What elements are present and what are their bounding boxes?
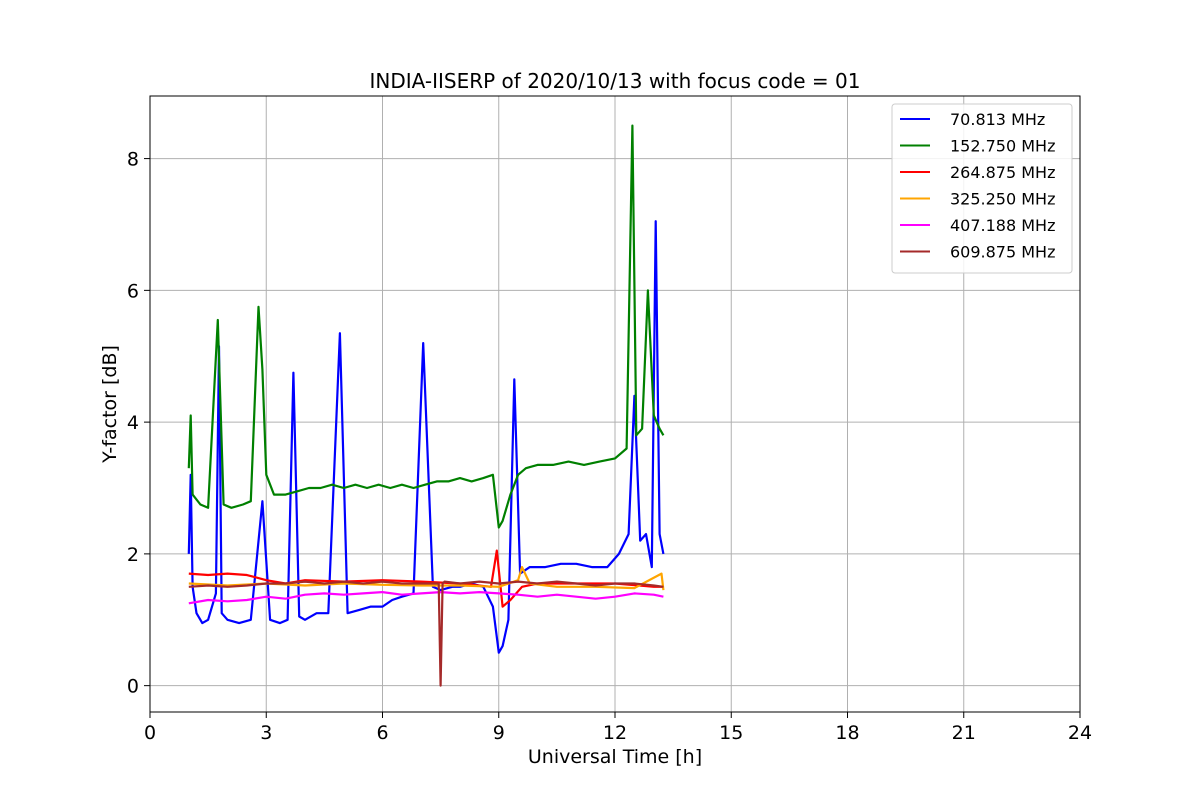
y-axis-label: Y-factor [dB] <box>99 345 121 464</box>
legend-entry: 152.750 MHz <box>950 137 1055 156</box>
x-tick-label: 21 <box>952 722 976 744</box>
y-tick-label: 4 <box>127 412 139 434</box>
x-tick-label: 6 <box>376 722 388 744</box>
series-line-5 <box>188 590 664 605</box>
y-tick-label: 8 <box>127 149 139 171</box>
x-tick-label: 18 <box>835 722 859 744</box>
x-tick-label: 12 <box>603 722 627 744</box>
series-line-6 <box>188 580 664 687</box>
legend-entry: 325.250 MHz <box>950 190 1055 209</box>
y-tick-label: 6 <box>127 280 139 302</box>
legend-box <box>891 103 1073 274</box>
series-line-4 <box>188 565 665 591</box>
legend-entry: 609.875 MHz <box>950 243 1055 262</box>
x-tick-label: 15 <box>719 722 743 744</box>
x-tick-label: 9 <box>493 722 505 744</box>
series-layer <box>187 124 665 687</box>
x-tick-label: 3 <box>260 722 272 744</box>
y-tick-label: 0 <box>127 676 139 698</box>
legend-entry: 70.813 MHz <box>950 110 1045 129</box>
x-tick-label: 24 <box>1068 722 1092 744</box>
legend: 70.813 MHz 152.750 MHz 264.875 MHz 325.250 … <box>891 103 1073 274</box>
y-tick-label: 2 <box>127 544 139 566</box>
legend-entry: 264.875 MHz <box>950 163 1055 182</box>
x-tick-label: 0 <box>144 722 156 744</box>
chart-title: INDIA-IISERP of 2020/10/13 with focus co… <box>370 69 861 93</box>
series-line-2 <box>187 124 665 529</box>
x-axis-label: Universal Time [h] <box>528 746 702 768</box>
legend-entry: 407.188 MHz <box>950 216 1055 235</box>
